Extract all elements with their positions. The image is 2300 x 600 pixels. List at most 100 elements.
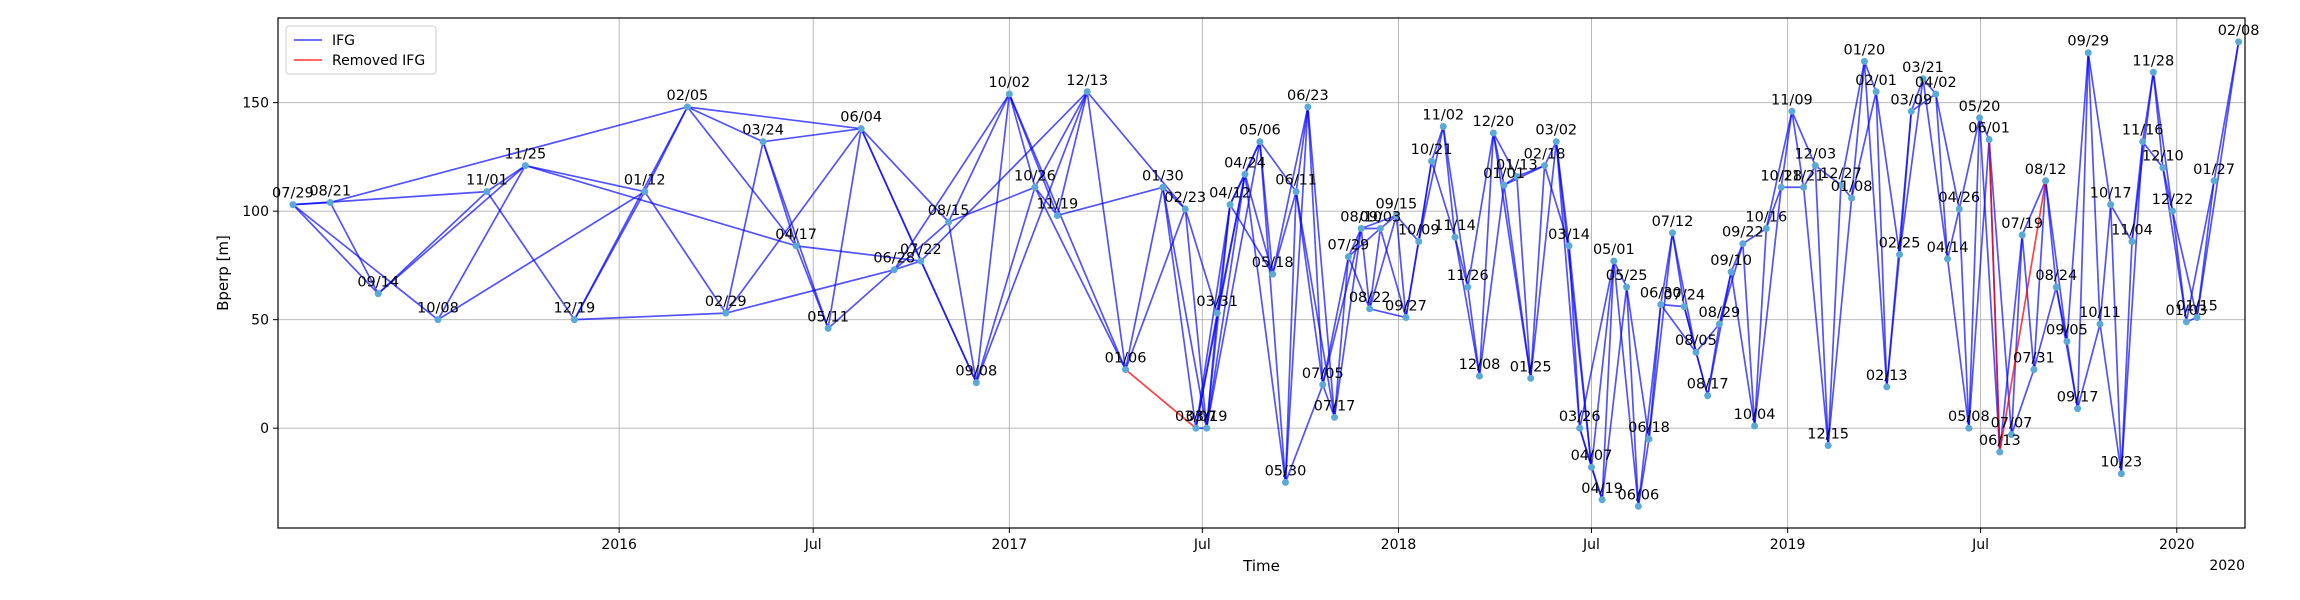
acquisition-point <box>1955 205 1963 213</box>
ifg-edge <box>1295 191 1336 418</box>
ifg-edge <box>1850 91 1877 199</box>
acquisition-date-label: 05/20 <box>1959 99 2001 115</box>
ifg-edge <box>1454 237 1481 377</box>
ifg-edge <box>1765 186 1783 229</box>
ifg-edge <box>1322 384 1336 418</box>
acquisition-point <box>2235 38 2243 46</box>
acquisition-date-label: 01/20 <box>1843 42 1885 58</box>
ifg-edge <box>574 312 726 321</box>
ifg-edge <box>1753 228 1768 427</box>
ifg-edge <box>1695 351 1709 396</box>
acquisition-point <box>1005 90 1013 98</box>
acquisition-point <box>1292 188 1300 196</box>
ifg-edge <box>1056 91 1089 216</box>
acquisition-point <box>2139 138 2147 146</box>
ifg-edge <box>643 106 689 192</box>
acquisition-date-label: 02/01 <box>1855 73 1897 89</box>
acquisition-date-label: 06/13 <box>1979 433 2021 449</box>
ifg-edge <box>1379 228 1407 318</box>
ifg-edge <box>1244 141 1261 175</box>
ifg-edge <box>762 127 862 143</box>
y-tick-label: 50 <box>251 313 269 329</box>
acquisition-point <box>972 379 980 387</box>
x-axis-offset-label: 2020 <box>2209 558 2245 574</box>
legend-ifg-label: IFG <box>332 33 355 49</box>
ifg-edge <box>1034 186 1127 370</box>
acquisition-date-label: 04/19 <box>1581 481 1623 497</box>
ifg-edge <box>1057 186 1164 217</box>
acquisition-date-label: 06/30 <box>1640 285 1682 301</box>
acquisition-date-label: 06/18 <box>1628 420 1670 436</box>
acquisition-point <box>1203 424 1211 432</box>
acquisition-point <box>1331 413 1339 421</box>
ifg-edge <box>1478 132 1495 377</box>
ifg-edge <box>1244 174 1287 483</box>
ifg-edge <box>1347 256 1371 310</box>
ifg-edge <box>1791 111 1805 188</box>
ifg-edge <box>486 191 576 321</box>
ifg-edge <box>1875 91 1901 255</box>
ifg-edge <box>2171 210 2198 318</box>
ifg-edge <box>437 190 646 321</box>
ifg-edge <box>437 165 527 321</box>
acquisition-date-label: 06/01 <box>1968 121 2010 137</box>
acquisition-point <box>1476 372 1484 380</box>
ifg-edge <box>725 268 895 314</box>
ifg-edge <box>1802 187 1829 446</box>
acquisition-point <box>1192 424 1200 432</box>
acquisition-date-label: 01/15 <box>2176 298 2218 314</box>
ifg-edge <box>1543 141 1558 166</box>
ifg-edge <box>1958 117 1981 210</box>
removed-ifg-edge <box>1125 368 1197 429</box>
ifg-edge <box>1718 243 1744 325</box>
acquisition-date-label: 08/29 <box>1699 305 1741 321</box>
acquisition-point <box>1985 136 1993 144</box>
acquisition-date-label: 11/21 <box>1783 168 1825 184</box>
acquisition-date-label: 02/25 <box>1879 236 1921 252</box>
ifg-edge <box>2196 41 2240 318</box>
acquisition-point <box>1241 170 1249 178</box>
ifg-edge <box>1430 126 1445 162</box>
acquisition-date-label: 04/17 <box>775 227 817 243</box>
ifg-edge <box>1578 260 1615 429</box>
acquisition-point <box>1357 225 1365 233</box>
acquisition-point <box>2042 177 2050 185</box>
ifg-edge <box>2109 204 2123 474</box>
acquisition-point <box>1083 88 1091 96</box>
acquisition-date-label: 01/06 <box>1105 351 1147 367</box>
acquisition-point <box>1159 183 1167 191</box>
acquisition-point <box>1944 255 1952 263</box>
acquisition-date-label: 02/08 <box>2218 23 2260 39</box>
removed-ifg-edge <box>1998 180 2047 453</box>
acquisition-date-label: 12/03 <box>1794 147 1836 163</box>
ifg-edge <box>1568 245 1593 468</box>
acquisition-point <box>683 103 691 111</box>
acquisition-point <box>917 257 925 265</box>
acquisition-date-label: 08/10 <box>1340 210 1382 226</box>
acquisition-date-label: 03/14 <box>1548 227 1590 243</box>
ifg-edge <box>1730 271 1756 427</box>
ifg-edge <box>377 190 488 295</box>
ifg-edge <box>1910 78 1924 112</box>
acquisition-point <box>1996 448 2004 456</box>
acquisition-date-label: 01/27 <box>2193 162 2235 178</box>
ifg-edge <box>644 191 727 314</box>
ifg-edge <box>1216 174 1246 314</box>
x-axis-label: Time <box>1242 557 1280 575</box>
ifg-edge <box>1295 191 1324 385</box>
acquisition-point <box>521 162 529 170</box>
acquisition-date-label: 12/20 <box>1472 114 1514 130</box>
acquisition-point <box>289 201 297 209</box>
acquisition-date-label: 06/23 <box>1287 88 1329 104</box>
ifg-edge <box>893 260 922 271</box>
acquisition-point <box>2128 238 2136 246</box>
acquisition-point <box>1500 181 1508 189</box>
acquisition-point <box>1122 366 1130 374</box>
x-tick-label: 2016 <box>601 537 637 553</box>
ifg-edge <box>1205 174 1246 429</box>
acquisition-date-label: 07/24 <box>1663 288 1705 304</box>
acquisition-date-label: 01/01 <box>1483 166 1525 182</box>
ifg-edge <box>1625 286 1650 440</box>
ifg-edge <box>1307 106 1336 418</box>
